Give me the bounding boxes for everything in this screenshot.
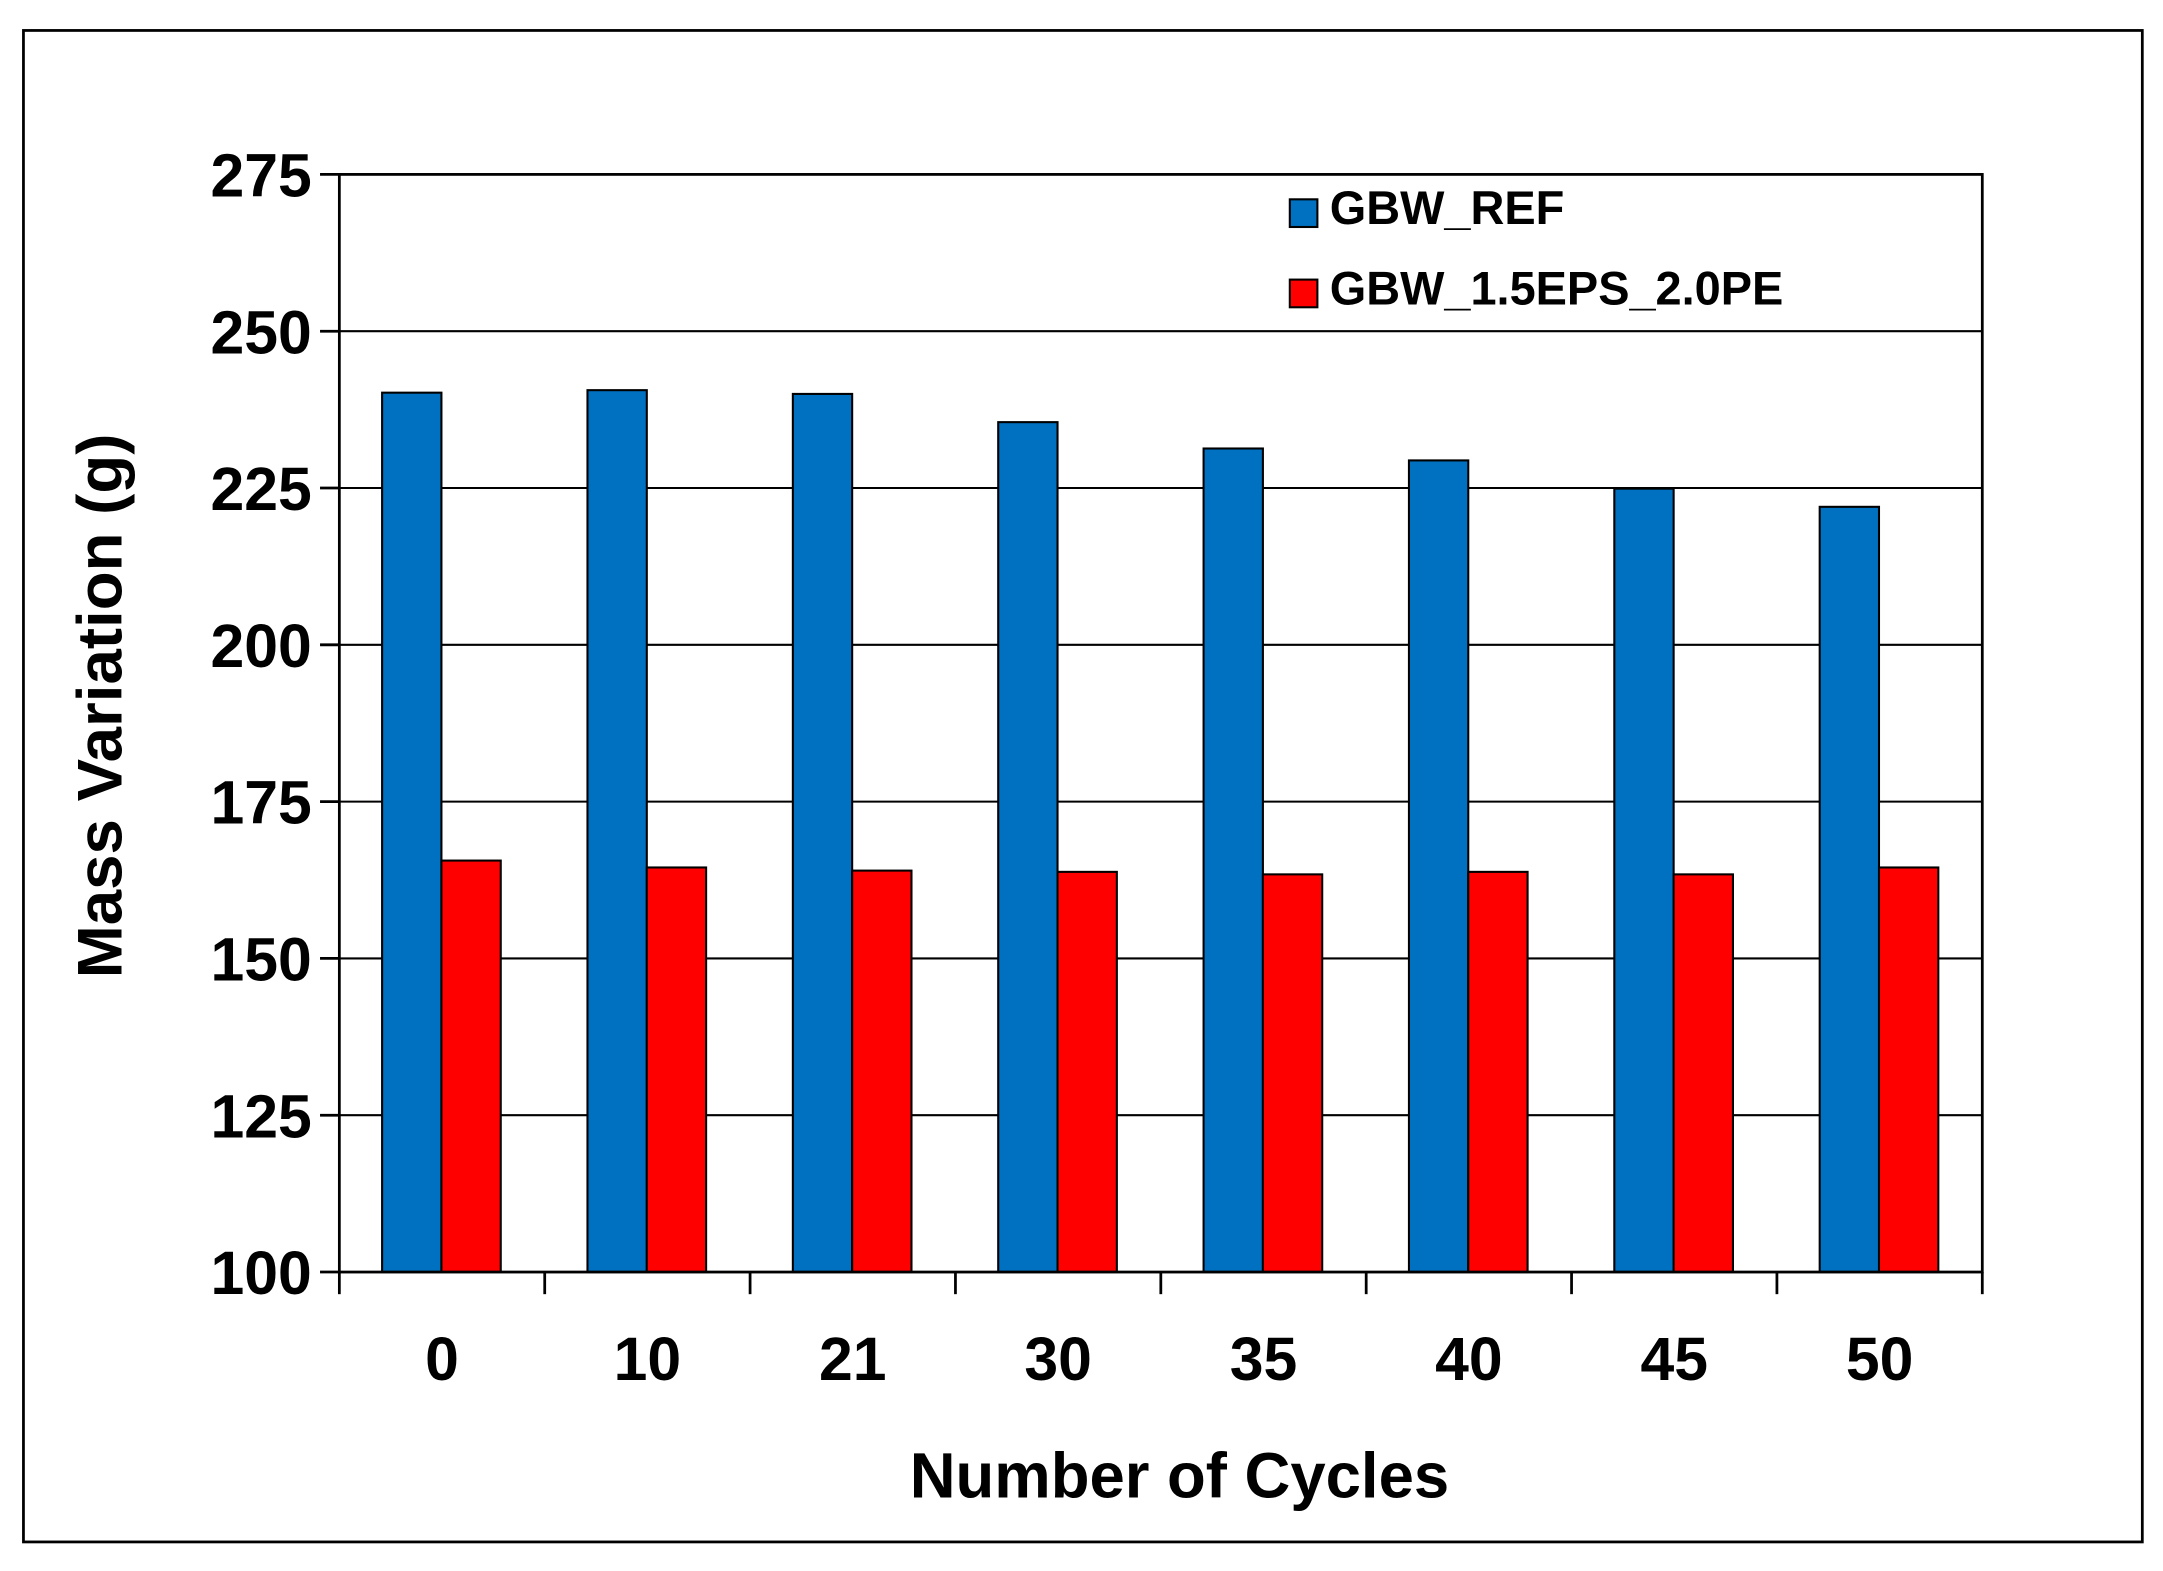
bar-gbw-1-5eps-2-0pe-35 bbox=[1261, 873, 1324, 1274]
chart-frame bbox=[22, 29, 2144, 1544]
bar-gbw-ref-0 bbox=[381, 391, 443, 1274]
y-tick-label: 225 bbox=[211, 455, 312, 523]
x-tick-label: 40 bbox=[1435, 1325, 1502, 1393]
bar-gbw-ref-30 bbox=[997, 421, 1059, 1274]
bar-gbw-ref-10 bbox=[586, 389, 648, 1274]
y-tick-label: 125 bbox=[211, 1082, 312, 1150]
y-tick-label: 200 bbox=[211, 612, 312, 680]
x-axis-label: Number of Cycles bbox=[910, 1441, 1449, 1512]
x-tick-label: 21 bbox=[819, 1325, 886, 1393]
y-tick-label: 275 bbox=[211, 141, 312, 209]
y-tick-label: 150 bbox=[211, 925, 312, 993]
bars bbox=[381, 389, 1940, 1274]
legend-swatch bbox=[1288, 198, 1319, 229]
y-tick-label: 250 bbox=[211, 298, 312, 366]
legend: GBW_REF GBW_1.5EPS_2.0PE bbox=[1288, 181, 1783, 315]
x-tick-label: 10 bbox=[614, 1325, 681, 1393]
y-axis: 100 125 150 175 200 225 250 275 bbox=[211, 141, 340, 1307]
bar-gbw-1-5eps-2-0pe-0 bbox=[440, 859, 502, 1274]
legend-swatch bbox=[1288, 278, 1319, 309]
bar-gbw-ref-35 bbox=[1202, 447, 1264, 1274]
bar-gbw-1-5eps-2-0pe-45 bbox=[1672, 873, 1734, 1274]
x-tick-label: 30 bbox=[1024, 1325, 1091, 1393]
legend-label: GBW_REF bbox=[1330, 181, 1564, 234]
bar-gbw-ref-50 bbox=[1818, 505, 1881, 1274]
bar-gbw-1-5eps-2-0pe-30 bbox=[1056, 870, 1118, 1274]
bar-gbw-ref-21 bbox=[791, 392, 854, 1274]
bar-gbw-1-5eps-2-0pe-10 bbox=[645, 866, 708, 1274]
y-tick-label: 175 bbox=[211, 769, 312, 837]
bar-gbw-ref-45 bbox=[1613, 487, 1675, 1274]
bar-gbw-ref-40 bbox=[1407, 459, 1470, 1274]
x-tick-label: 50 bbox=[1846, 1325, 1913, 1393]
bar-gbw-1-5eps-2-0pe-40 bbox=[1467, 870, 1529, 1274]
y-tick-label: 100 bbox=[211, 1239, 312, 1307]
x-tick-label: 35 bbox=[1230, 1325, 1297, 1393]
x-tick-label: 45 bbox=[1640, 1325, 1707, 1393]
bar-gbw-1-5eps-2-0pe-21 bbox=[851, 869, 913, 1274]
legend-label: GBW_1.5EPS_2.0PE bbox=[1330, 261, 1783, 314]
x-axis: 0 10 21 30 35 40 45 50 bbox=[337, 1272, 1984, 1393]
x-tick-label: 0 bbox=[425, 1325, 459, 1393]
bar-gbw-1-5eps-2-0pe-50 bbox=[1877, 866, 1940, 1274]
y-axis-label: Mass Variation (g) bbox=[64, 434, 135, 979]
